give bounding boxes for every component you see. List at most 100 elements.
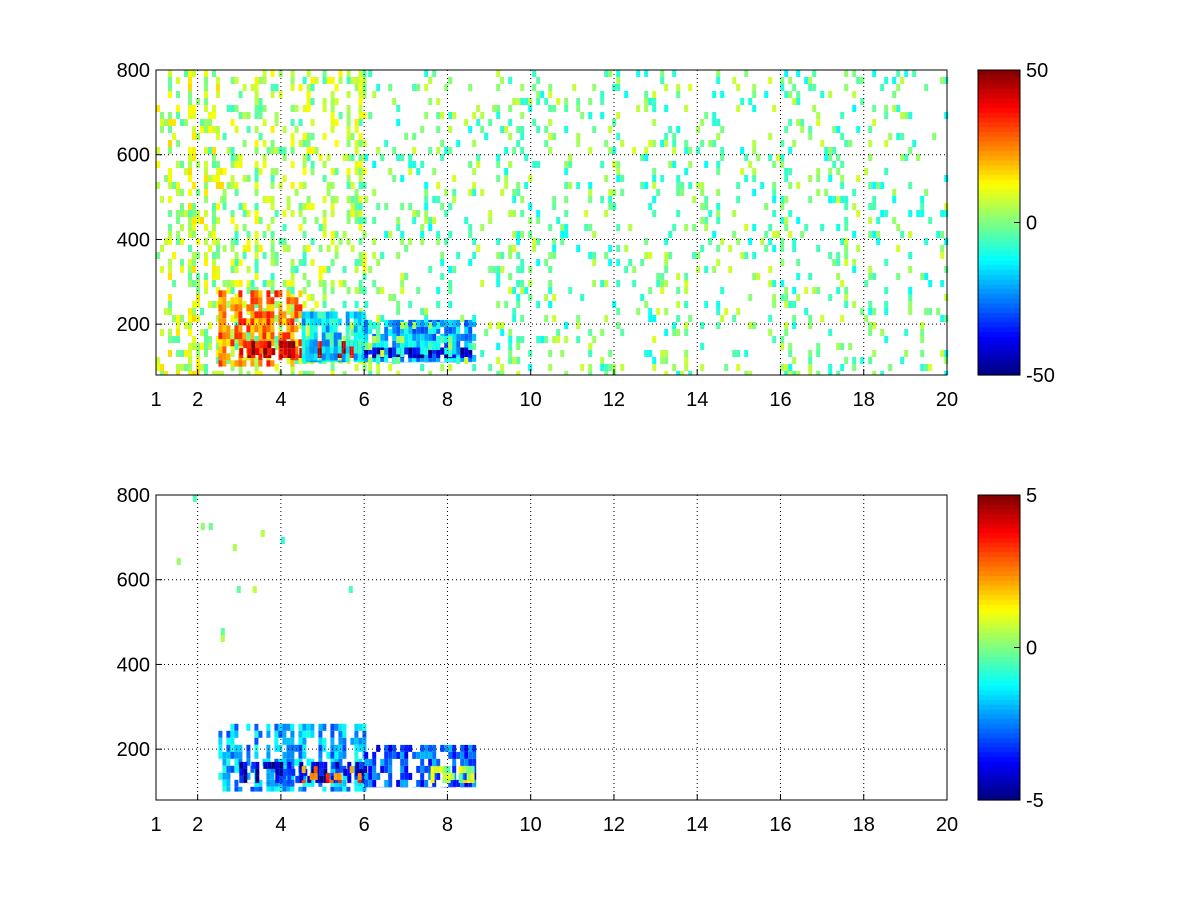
heatmap-cell (346, 168, 351, 175)
y-tick-label: 200 (117, 314, 150, 336)
heatmap-cell (234, 126, 239, 133)
heatmap-cell (744, 350, 749, 357)
heatmap-cell (270, 182, 275, 189)
heatmap-cell (404, 765, 409, 773)
heatmap-cell (222, 297, 227, 305)
heatmap-cell (290, 744, 295, 752)
heatmap-cell (346, 182, 351, 189)
heatmap-cell (396, 779, 401, 787)
heatmap-cell (220, 628, 225, 635)
heatmap-cell (684, 287, 689, 294)
heatmap-cell (188, 266, 192, 273)
heatmap-cell (652, 315, 657, 322)
heatmap-cell (331, 761, 336, 769)
heatmap-cell (708, 140, 713, 147)
heatmap-cell (255, 768, 260, 776)
heatmap-cell (216, 203, 220, 210)
heatmap-cell (428, 347, 433, 355)
heatmap-cell (301, 766, 306, 774)
heatmap-cell (306, 98, 311, 105)
heatmap-cell (172, 315, 176, 322)
heatmap-cell (363, 768, 368, 776)
heatmap-cell (456, 252, 461, 259)
heatmap-cell (424, 744, 429, 752)
heatmap-cell (246, 308, 251, 315)
heatmap-cell (412, 333, 417, 341)
heatmap-cell (624, 266, 629, 273)
heatmap-cell (396, 371, 401, 375)
heatmap-cell (290, 273, 295, 280)
heatmap-cell (464, 319, 469, 327)
heatmap-cell (192, 315, 196, 322)
heatmap-cell (299, 768, 304, 776)
plot-frame-top (155, 69, 948, 376)
heatmap-cell (452, 347, 457, 355)
heatmap-cell (460, 347, 465, 355)
heatmap-cell (274, 786, 279, 792)
heatmap-cell (756, 273, 761, 280)
heatmap-cell (160, 196, 164, 203)
heatmap-cell (768, 280, 773, 287)
heatmap-cell (242, 301, 247, 308)
heatmap-cell (608, 126, 613, 133)
heatmap-cell (796, 273, 801, 280)
heatmap-cell (684, 140, 689, 147)
heatmap-cell (616, 175, 621, 182)
heatmap-cell (357, 339, 362, 347)
heatmap-cell (388, 364, 393, 371)
heatmap-cell (784, 294, 789, 301)
heatmap-cell (384, 231, 389, 238)
heatmap-cell (376, 371, 381, 375)
heatmap-cell (544, 336, 549, 343)
heatmap-cell (516, 238, 521, 245)
heatmap-cell (632, 147, 637, 154)
heatmap-cell (220, 182, 224, 189)
heatmap-cell (504, 301, 509, 308)
colorbar-swatch (978, 108, 1020, 114)
heatmap-cell (251, 761, 256, 769)
heatmap-cell (652, 182, 657, 189)
heatmap-cell (768, 133, 773, 140)
heatmap-cell (716, 322, 721, 329)
heatmap-cell (384, 203, 389, 210)
heatmap-cell (309, 339, 314, 347)
heatmap-cell (824, 154, 829, 161)
heatmap-cell (436, 238, 441, 245)
heatmap-cell (796, 294, 801, 301)
heatmap-cell (368, 70, 373, 77)
heatmap-cell (279, 348, 284, 356)
heatmap-cell (452, 744, 457, 752)
heatmap-cell (192, 203, 196, 210)
heatmap-cell (804, 287, 809, 294)
heatmap-cell (333, 311, 338, 319)
heatmap-cell (325, 773, 330, 781)
heatmap-cell (358, 786, 363, 792)
heatmap-cell (432, 779, 437, 787)
heatmap-cell (780, 217, 785, 224)
x-tick-label: 10 (520, 814, 542, 836)
heatmap-cell (900, 357, 905, 364)
heatmap-cell (376, 364, 381, 371)
heatmap-cell (238, 259, 243, 266)
heatmap-cell (442, 766, 447, 774)
heatmap-cell (656, 273, 661, 280)
heatmap-cell (684, 280, 689, 287)
x-tick-label: 16 (769, 389, 791, 411)
heatmap-cell (364, 354, 369, 359)
heatmap-cell (266, 280, 271, 287)
heatmap-cell (684, 147, 689, 154)
heatmap-cell (298, 224, 303, 231)
heatmap-cell (306, 779, 311, 787)
heatmap-cell (345, 325, 350, 333)
heatmap-cell (520, 196, 525, 203)
heatmap-cell (299, 355, 304, 358)
heatmap-cell (780, 364, 785, 371)
heatmap-cell (238, 203, 243, 210)
heatmap-cell (736, 84, 741, 91)
heatmap-cell (250, 311, 255, 319)
heatmap-cell (520, 266, 525, 273)
heatmap-cell (408, 238, 413, 245)
heatmap-cell (298, 357, 303, 364)
heatmap-cell (840, 196, 845, 203)
heatmap-cell (412, 147, 417, 154)
